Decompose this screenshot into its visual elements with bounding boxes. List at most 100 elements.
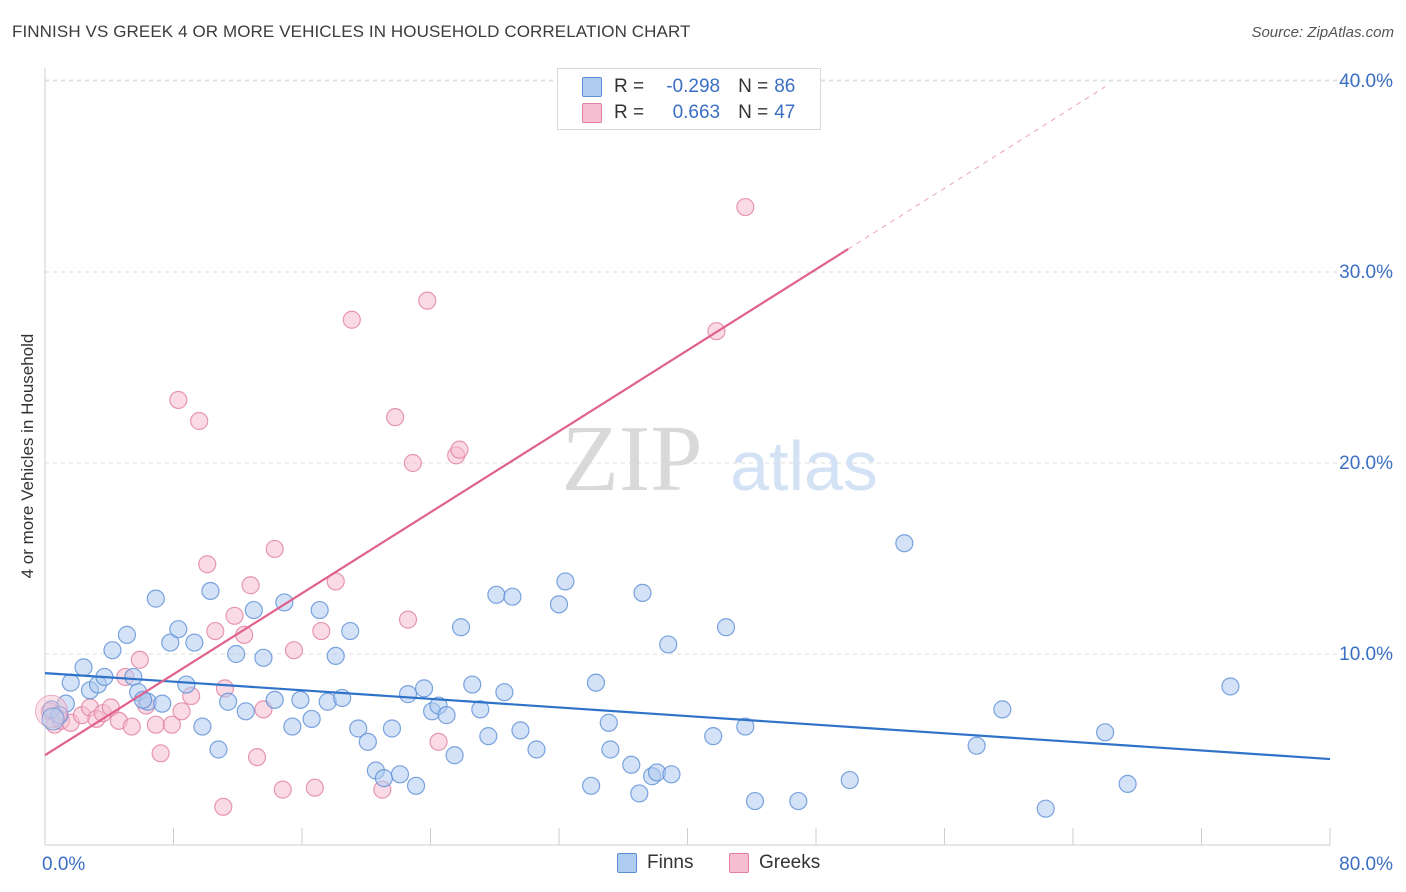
finns-point xyxy=(716,618,736,637)
greeks-point xyxy=(312,621,331,641)
finns-point xyxy=(463,675,482,694)
bottom-finns-label: Finns xyxy=(647,852,694,873)
finns-point xyxy=(527,740,546,759)
finns-point xyxy=(736,717,755,736)
finns-point xyxy=(161,633,180,652)
finns-point xyxy=(556,572,575,591)
finns-point xyxy=(153,694,172,713)
finns-point xyxy=(789,791,808,811)
finns-point xyxy=(704,727,723,746)
finns-point xyxy=(146,589,165,608)
finns-point xyxy=(487,585,506,604)
finns-point xyxy=(310,600,329,620)
y-tick-label: 10.0% xyxy=(1339,644,1393,665)
greeks-point xyxy=(247,748,267,767)
finns-point xyxy=(283,717,302,736)
finns-point xyxy=(193,717,212,736)
greeks-n-label: N = xyxy=(738,102,769,123)
finns-point xyxy=(406,776,426,795)
greeks-point xyxy=(273,780,292,799)
greeks-point xyxy=(305,778,324,797)
greeks-point xyxy=(736,197,755,217)
greeks-point xyxy=(418,291,437,310)
finns-point xyxy=(1221,677,1240,696)
finns-point xyxy=(967,736,986,755)
y-tick-label: 40.0% xyxy=(1339,71,1393,92)
finns-point xyxy=(185,633,204,652)
finns-r-value: -0.298 xyxy=(666,76,721,97)
finns-point xyxy=(479,727,498,746)
finns-point xyxy=(236,702,255,721)
finns-point xyxy=(451,618,471,637)
finns-point xyxy=(291,690,310,709)
finns-point xyxy=(341,621,360,641)
greeks-point xyxy=(225,606,244,625)
points-layer xyxy=(34,197,1240,818)
finns-point xyxy=(745,791,765,811)
greeks-point xyxy=(146,715,165,734)
greeks-r-value: 0.663 xyxy=(672,102,721,123)
finns-point xyxy=(209,740,228,759)
finns-point xyxy=(254,648,273,667)
finns-point xyxy=(398,685,418,704)
greeks-point xyxy=(429,732,448,751)
greeks-point xyxy=(162,715,181,734)
greeks-point xyxy=(169,390,188,410)
bottom-legend-greeks: Greeks xyxy=(729,852,820,874)
y-tick-label: 20.0% xyxy=(1339,453,1393,474)
finns-point xyxy=(117,625,137,645)
finns-point xyxy=(993,700,1012,719)
x-tick-label-min: 0.0% xyxy=(42,854,85,875)
finns-point xyxy=(177,675,196,694)
grid-layer xyxy=(45,79,1392,655)
finns-point xyxy=(265,690,284,709)
finns-n-label: N = xyxy=(738,76,769,97)
greeks-point xyxy=(151,744,170,763)
finns-point xyxy=(201,581,220,601)
finns-point xyxy=(503,587,522,606)
bottom-legend-finns: Finns xyxy=(617,852,693,874)
finns-trend-line xyxy=(44,672,1331,761)
finns-point xyxy=(326,646,345,666)
finns-point xyxy=(1096,723,1115,742)
finns-point xyxy=(586,673,606,692)
watermark-atlas: atlas xyxy=(730,427,878,505)
bottom-greeks-label: Greeks xyxy=(759,852,821,873)
finns-point xyxy=(445,746,464,765)
greeks-point xyxy=(130,650,149,669)
greeks-swatch xyxy=(582,103,602,123)
finns-point xyxy=(74,658,93,677)
tick-labels: 10.0% 20.0% 30.0% 40.0% 0.0% 80.0% xyxy=(42,71,1393,875)
finns-point xyxy=(549,595,569,614)
greeks-point xyxy=(342,310,361,329)
finns-point xyxy=(471,700,490,719)
x-tick-label-max: 80.0% xyxy=(1339,854,1393,875)
y-tick-label: 30.0% xyxy=(1339,262,1393,283)
finns-point xyxy=(244,600,263,620)
greeks-point xyxy=(172,702,191,721)
finns-point xyxy=(358,732,377,751)
greeks-point xyxy=(398,610,418,629)
finns-point xyxy=(582,776,601,795)
finns-point xyxy=(1036,799,1055,818)
finns-point xyxy=(169,620,188,639)
legend-row-finns: R = -0.298 N = 86 xyxy=(582,75,795,99)
finns-point xyxy=(630,784,649,803)
finns-point xyxy=(599,713,618,732)
bottom-finns-swatch xyxy=(617,853,637,873)
watermark: ZIP atlas xyxy=(562,407,878,511)
finns-point xyxy=(511,721,530,740)
finns-point xyxy=(662,765,681,784)
greeks-point xyxy=(241,576,260,595)
finns-point xyxy=(219,692,238,711)
source-label: Source: ZipAtlas.com xyxy=(1251,24,1394,41)
finns-swatch xyxy=(582,77,602,97)
finns-point xyxy=(633,583,652,602)
greeks-point xyxy=(386,408,405,427)
greeks-trend-line xyxy=(44,248,849,757)
finns-point xyxy=(374,769,394,788)
greeks-n-value: 47 xyxy=(774,102,796,123)
finns-n-value: 86 xyxy=(774,76,796,97)
greeks-point xyxy=(214,797,233,816)
finns-point xyxy=(124,667,143,687)
